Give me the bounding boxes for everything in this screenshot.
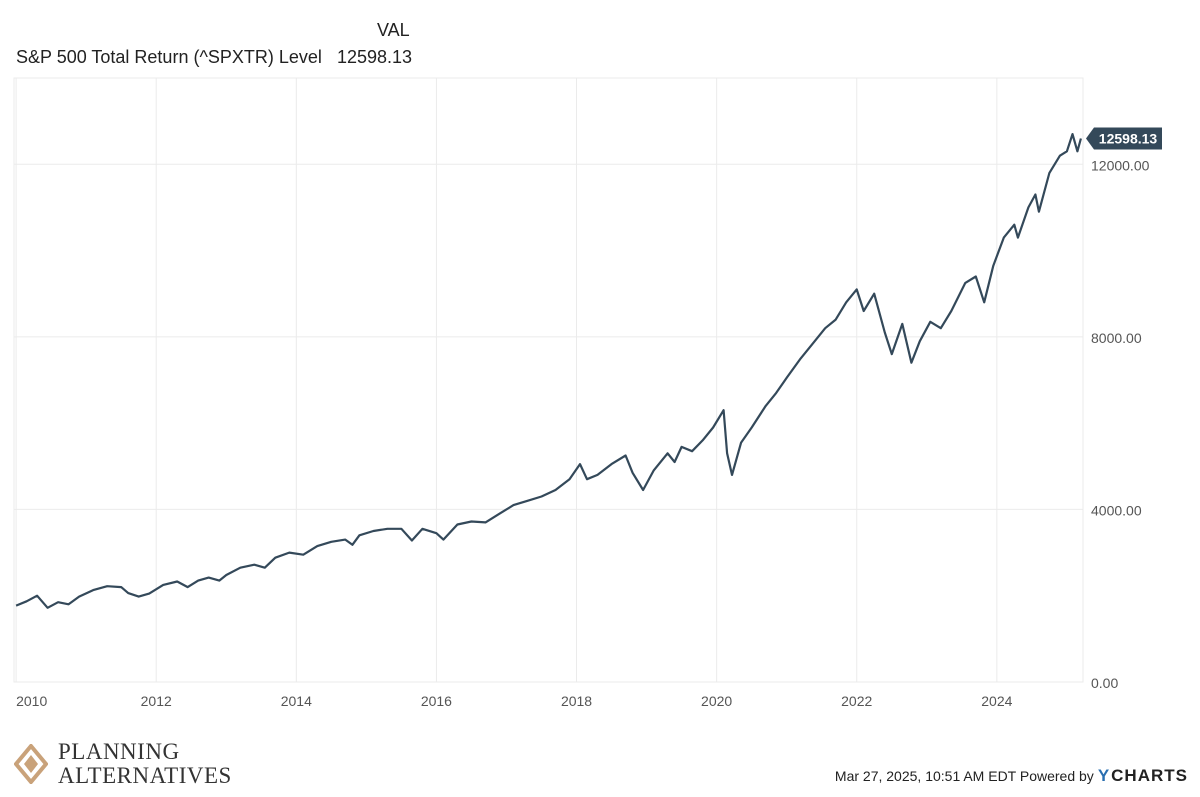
x-tick-label: 2016	[421, 693, 452, 709]
last-value-tag-label: 12598.13	[1099, 130, 1158, 146]
y-tick-label: 8000.00	[1091, 330, 1142, 346]
ycharts-logo[interactable]: Y CHARTS	[1098, 766, 1188, 786]
diamond-logo-icon	[14, 744, 48, 784]
legend-entry: S&P 500 Total Return (^SPXTR) Level 1259…	[16, 47, 412, 68]
x-tick-label: 2020	[701, 693, 732, 709]
footer-attribution: Mar 27, 2025, 10:51 AM EDT Powered by Y …	[835, 766, 1188, 786]
timestamp: Mar 27, 2025, 10:51 AM EDT Powered by	[834, 768, 1094, 784]
legend-series-name: S&P 500 Total Return (^SPXTR) Level	[16, 47, 322, 67]
planning-alternatives-logo: PLANNING ALTERNATIVES	[14, 740, 254, 790]
line-chart[interactable]: 2010 2012 2014 2016 2018 2020 2022 2024 0.00 400…	[0, 0, 1200, 740]
legend-series-value: 12598.13	[336, 47, 413, 67]
grid-lines	[13, 77, 1084, 683]
last-value-tag-shape	[1086, 127, 1162, 150]
y-tick-label: 0.00	[1091, 675, 1118, 691]
y-axis: 0.00 4000.00 8000.00 12000.00	[1091, 157, 1150, 691]
last-value-tag: 12598.13	[1086, 127, 1162, 150]
x-axis: 2010 2012 2014 2016 2018 2020 2022 2024	[16, 693, 1013, 709]
y-tick-label: 4000.00	[1091, 502, 1142, 518]
x-tick-label: 2012	[141, 693, 172, 709]
plot-border	[13, 77, 1084, 683]
logo-line1: PLANNING	[58, 739, 180, 764]
legend-header: VAL	[377, 20, 410, 40]
x-tick-label: 2022	[841, 693, 872, 709]
series-line-spxtr	[15, 133, 1082, 609]
ycharts-brand: CHARTS	[1111, 766, 1188, 785]
x-tick-label: 2010	[16, 693, 47, 709]
ycharts-y-icon: Y	[1097, 766, 1111, 785]
x-tick-label: 2018	[561, 693, 592, 709]
series-group	[15, 133, 1082, 609]
logo-line2: ALTERNATIVES	[58, 763, 232, 788]
y-tick-label: 12000.00	[1091, 157, 1150, 173]
x-tick-label: 2024	[981, 693, 1012, 709]
x-tick-label: 2014	[281, 693, 312, 709]
